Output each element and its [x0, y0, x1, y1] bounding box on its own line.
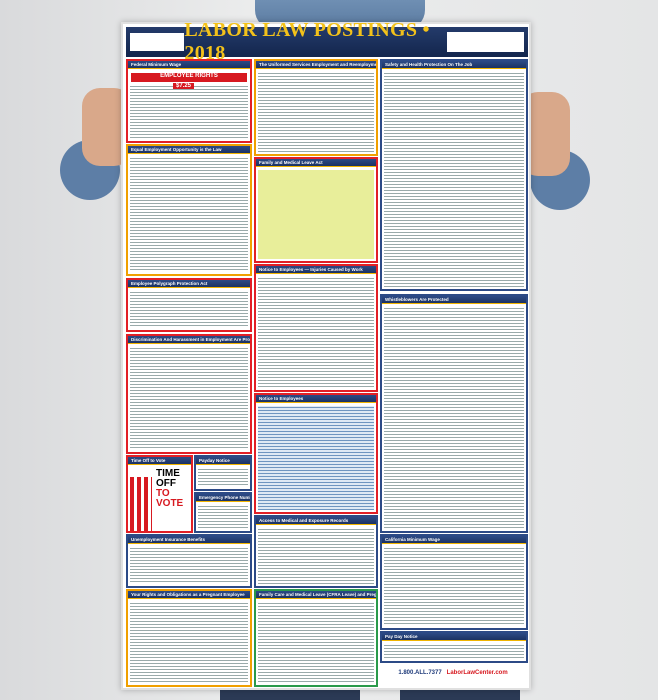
section-title: Your Rights and Obligations as a Pregnan… — [128, 591, 250, 599]
section-title: Federal Minimum Wage — [128, 61, 250, 69]
section-title: Equal Employment Opportunity is the Law — [128, 146, 250, 154]
section-title: Safety and Health Protection On The Job — [382, 61, 526, 69]
section-pregnant-employee: Your Rights and Obligations as a Pregnan… — [126, 589, 252, 687]
section-title: Employee Polygraph Protection Act — [128, 280, 250, 288]
jeans — [220, 688, 360, 700]
qr-badge — [130, 33, 185, 51]
jeans — [400, 688, 520, 700]
section-payday-notice: Payday Notice — [194, 455, 252, 491]
section-medical-records: Access to Medical and Exposure Records — [254, 515, 378, 588]
section-fmla: Family and Medical Leave Act — [254, 157, 378, 263]
section-title: The Uniformed Services Employment and Re… — [256, 61, 376, 69]
section-notice-to-employees: Notice to Employees — [254, 393, 378, 514]
section-title: Access to Medical and Exposure Records — [256, 517, 376, 525]
section-time-off-to-vote: Time Off to Vote TIME OFF TO VOTE — [126, 455, 193, 533]
section-title: Discrimination And Harassment in Employm… — [128, 336, 250, 344]
color-legend — [447, 32, 525, 52]
section-title: Notice to Employees — Injuries Caused by… — [256, 266, 376, 274]
section-pay-day-notice: Pay Day Notice — [380, 631, 528, 663]
section-title: Time Off to Vote — [128, 457, 191, 465]
section-title: Notice to Employees — [256, 395, 376, 403]
poster-header: LABOR LAW POSTINGS • 2018 — [126, 19, 528, 64]
section-title: California Minimum Wage — [382, 536, 526, 544]
section-title: Whistleblowers Are Protected — [382, 296, 526, 304]
wage-value: $7.25 — [173, 83, 195, 89]
ballot-box-icon — [130, 477, 152, 531]
poster-footer: 1.800.ALL.7377 LaborLawCenter.com — [378, 664, 528, 682]
poster-title: LABOR LAW POSTINGS • 2018 — [184, 19, 430, 64]
section-discrimination: Discrimination And Harassment in Employm… — [126, 334, 252, 454]
time-off-heading: TIME OFF TO VOTE — [156, 468, 184, 509]
section-polygraph: Employee Polygraph Protection Act — [126, 278, 252, 332]
section-whistleblowers: Whistleblowers Are Protected — [380, 294, 528, 533]
section-ca-minimum-wage: California Minimum Wage — [380, 534, 528, 630]
section-emergency-numbers: Emergency Phone Numbers — [194, 492, 252, 533]
section-eeo: Equal Employment Opportunity is the Law — [126, 144, 252, 276]
phone-number: 1.800.ALL.7377 — [398, 670, 442, 676]
section-unemployment: Unemployment Insurance Benefits — [126, 534, 252, 588]
brand-logo: LaborLawCenter.com — [446, 670, 508, 676]
section-userra: The Uniformed Services Employment and Re… — [254, 59, 378, 156]
section-title: Unemployment Insurance Benefits — [128, 536, 250, 544]
section-injuries: Notice to Employees — Injuries Caused by… — [254, 264, 378, 392]
section-title: Emergency Phone Numbers — [196, 494, 250, 502]
section-title: Family and Medical Leave Act — [256, 159, 376, 167]
labor-law-poster: LABOR LAW POSTINGS • 2018 Federal Minimu… — [121, 19, 531, 690]
section-title: Payday Notice — [196, 457, 250, 465]
section-cfra: Family Care and Medical Leave (CFRA Leav… — [254, 589, 378, 687]
section-title: Family Care and Medical Leave (CFRA Leav… — [256, 591, 376, 599]
section-federal-minimum-wage: Federal Minimum Wage EMPLOYEE RIGHTS $7.… — [126, 59, 252, 143]
section-osha: Safety and Health Protection On The Job — [380, 59, 528, 291]
employee-rights-banner: EMPLOYEE RIGHTS — [131, 73, 247, 82]
section-title: Pay Day Notice — [382, 633, 526, 641]
